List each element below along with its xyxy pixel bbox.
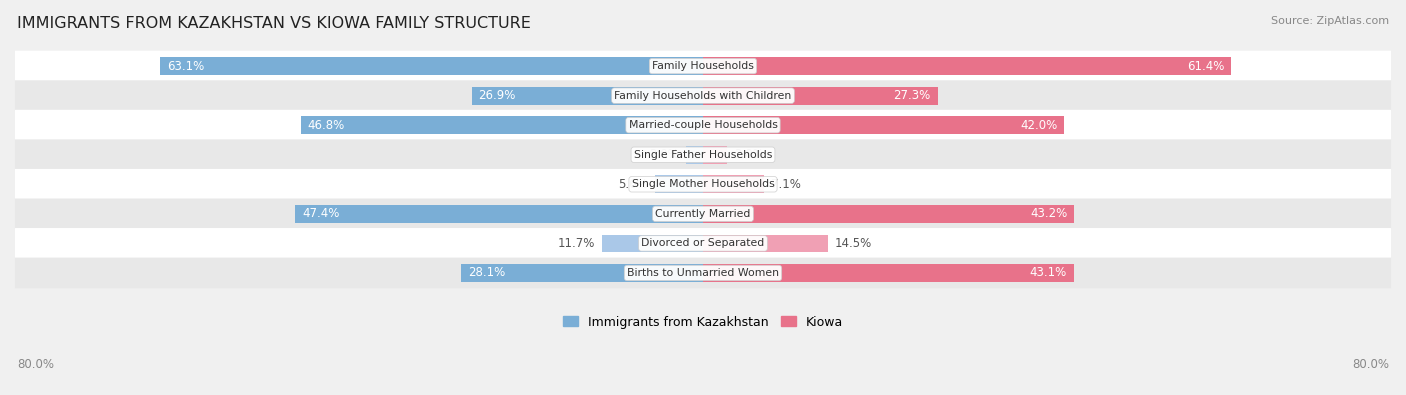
Text: 63.1%: 63.1%: [167, 60, 205, 73]
Bar: [686, 146, 703, 164]
Bar: [703, 117, 1064, 134]
FancyBboxPatch shape: [15, 258, 1391, 288]
FancyBboxPatch shape: [15, 139, 1391, 170]
Bar: [301, 117, 703, 134]
Bar: [703, 57, 1230, 75]
Text: Divorced or Separated: Divorced or Separated: [641, 239, 765, 248]
Text: Currently Married: Currently Married: [655, 209, 751, 219]
Text: Family Households with Children: Family Households with Children: [614, 90, 792, 101]
Bar: [703, 205, 1074, 223]
Text: 2.0%: 2.0%: [650, 148, 679, 161]
Bar: [461, 264, 703, 282]
Bar: [602, 235, 703, 252]
Text: 5.6%: 5.6%: [619, 178, 648, 191]
Bar: [295, 205, 703, 223]
Text: 80.0%: 80.0%: [17, 358, 53, 371]
Text: 46.8%: 46.8%: [308, 118, 344, 132]
Text: Source: ZipAtlas.com: Source: ZipAtlas.com: [1271, 16, 1389, 26]
Bar: [703, 264, 1074, 282]
Bar: [703, 175, 763, 193]
Text: Married-couple Households: Married-couple Households: [628, 120, 778, 130]
FancyBboxPatch shape: [15, 51, 1391, 81]
FancyBboxPatch shape: [15, 169, 1391, 199]
Bar: [655, 175, 703, 193]
Legend: Immigrants from Kazakhstan, Kiowa: Immigrants from Kazakhstan, Kiowa: [558, 310, 848, 333]
Text: 47.4%: 47.4%: [302, 207, 340, 220]
Text: Family Households: Family Households: [652, 61, 754, 71]
Text: 80.0%: 80.0%: [1353, 358, 1389, 371]
Bar: [703, 87, 938, 105]
Text: 28.1%: 28.1%: [468, 267, 506, 279]
Bar: [703, 235, 828, 252]
Text: 43.1%: 43.1%: [1029, 267, 1067, 279]
FancyBboxPatch shape: [15, 228, 1391, 259]
Text: 26.9%: 26.9%: [478, 89, 516, 102]
Text: 11.7%: 11.7%: [558, 237, 596, 250]
Text: 43.2%: 43.2%: [1031, 207, 1067, 220]
Text: IMMIGRANTS FROM KAZAKHSTAN VS KIOWA FAMILY STRUCTURE: IMMIGRANTS FROM KAZAKHSTAN VS KIOWA FAMI…: [17, 16, 530, 31]
Text: 61.4%: 61.4%: [1187, 60, 1225, 73]
Text: Single Mother Households: Single Mother Households: [631, 179, 775, 189]
Text: 2.8%: 2.8%: [734, 148, 763, 161]
Text: Births to Unmarried Women: Births to Unmarried Women: [627, 268, 779, 278]
FancyBboxPatch shape: [15, 110, 1391, 141]
Text: 14.5%: 14.5%: [835, 237, 872, 250]
Bar: [703, 146, 727, 164]
Text: Single Father Households: Single Father Households: [634, 150, 772, 160]
FancyBboxPatch shape: [15, 80, 1391, 111]
FancyBboxPatch shape: [15, 198, 1391, 229]
Text: 7.1%: 7.1%: [770, 178, 801, 191]
Text: 27.3%: 27.3%: [894, 89, 931, 102]
Bar: [471, 87, 703, 105]
Bar: [160, 57, 703, 75]
Text: 42.0%: 42.0%: [1019, 118, 1057, 132]
